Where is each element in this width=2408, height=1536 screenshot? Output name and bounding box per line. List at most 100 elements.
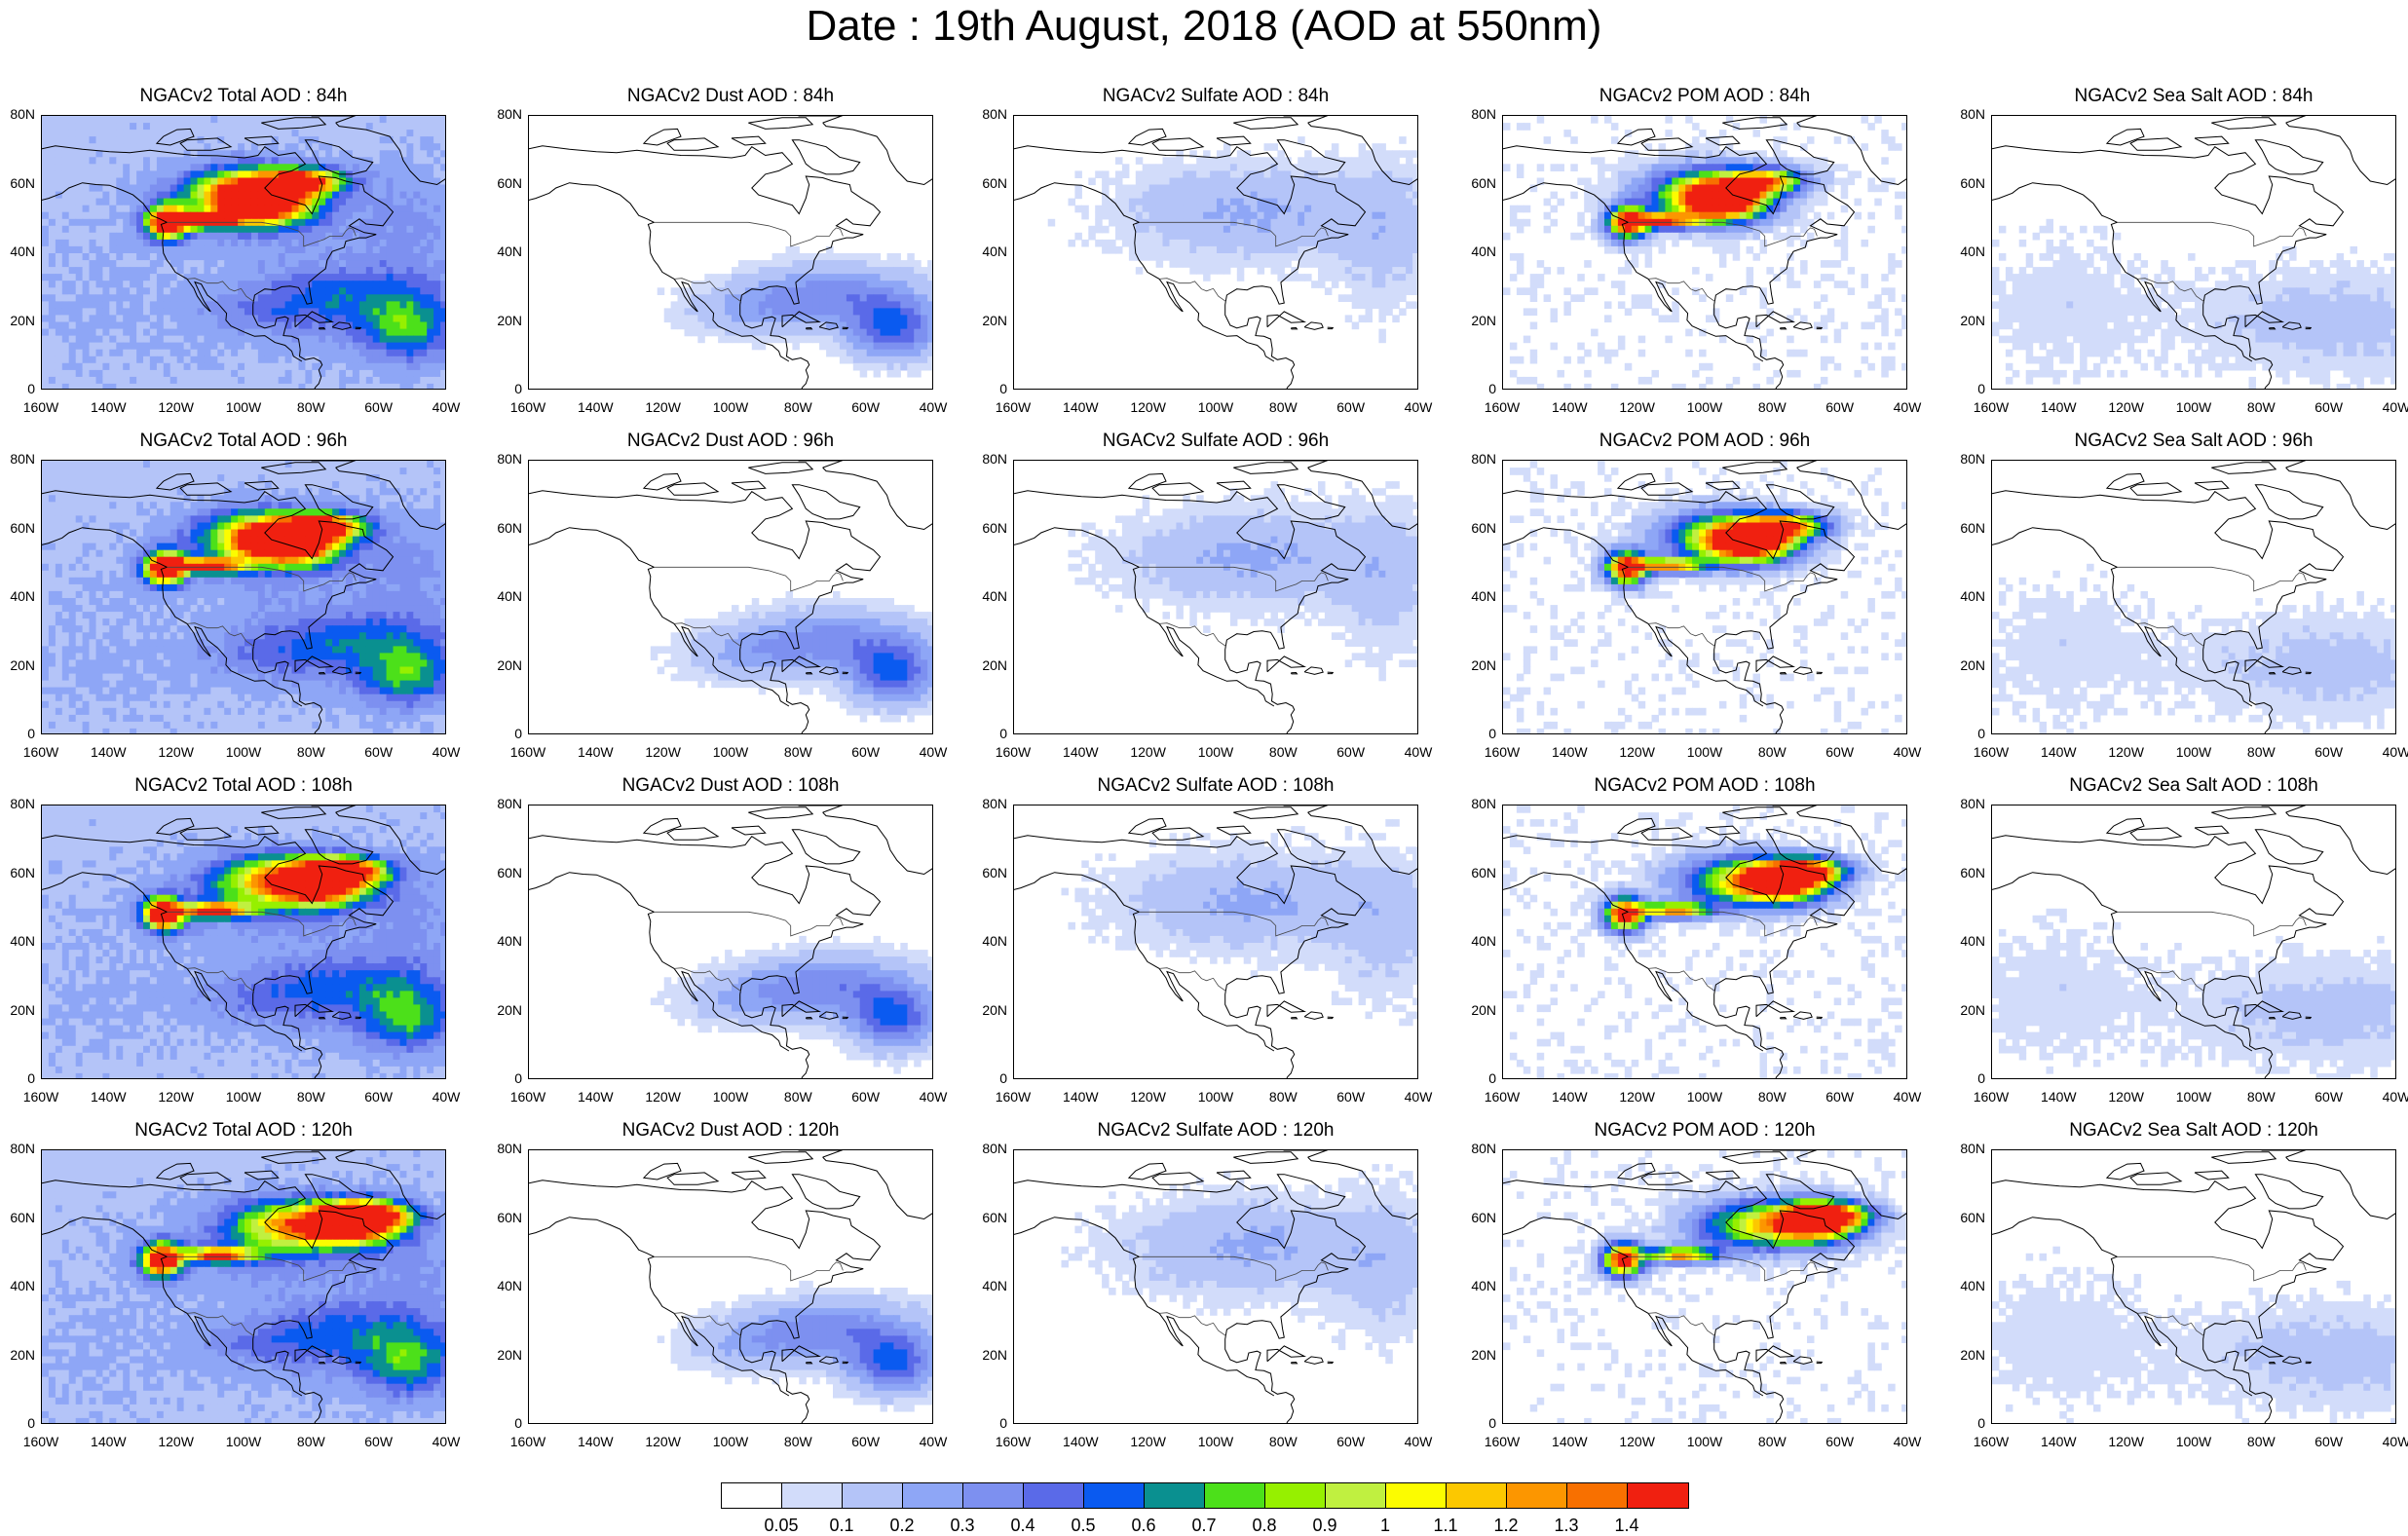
colorbar-swatch bbox=[1507, 1483, 1567, 1508]
aod-field-cells bbox=[1503, 805, 1907, 1079]
x-tick-label: 40W bbox=[909, 744, 958, 760]
x-tick-label: 160W bbox=[504, 1434, 552, 1449]
colorbar-label: 1.4 bbox=[1598, 1516, 1656, 1536]
y-tick-label: 40N bbox=[0, 588, 35, 604]
map-frame bbox=[528, 460, 933, 734]
y-tick-label: 80N bbox=[964, 1141, 1007, 1156]
x-tick-label: 80W bbox=[1748, 744, 1796, 760]
aod-field-map bbox=[1014, 116, 1418, 390]
x-tick-label: 100W bbox=[219, 1434, 268, 1449]
y-tick-label: 60N bbox=[1453, 865, 1496, 880]
map-frame bbox=[1013, 1149, 1418, 1424]
colorbar-label: 0.3 bbox=[933, 1516, 992, 1536]
aod-field-map bbox=[1014, 805, 1418, 1079]
x-tick-label: 100W bbox=[219, 744, 268, 760]
x-tick-label: 40W bbox=[422, 399, 470, 415]
x-tick-label: 80W bbox=[773, 399, 822, 415]
x-tick-label: 80W bbox=[1748, 399, 1796, 415]
colorbar-label: 0.4 bbox=[994, 1516, 1052, 1536]
x-tick-label: 160W bbox=[504, 1089, 552, 1105]
aod-field-cells bbox=[1062, 819, 1419, 1026]
y-tick-label: 60N bbox=[1942, 520, 1985, 536]
x-tick-label: 80W bbox=[1748, 1434, 1796, 1449]
x-tick-label: 120W bbox=[2102, 1089, 2151, 1105]
panel-title: NGACv2 POM AOD : 96h bbox=[1502, 431, 1907, 452]
aod-field-map bbox=[42, 805, 446, 1079]
map-frame bbox=[41, 115, 446, 390]
colorbar-swatch bbox=[1628, 1483, 1688, 1508]
aod-field-map bbox=[1992, 805, 2396, 1079]
colorbar-label: 0.1 bbox=[812, 1516, 871, 1536]
y-tick-label: 0 bbox=[479, 1415, 522, 1431]
y-tick-label: 0 bbox=[0, 1070, 35, 1086]
x-tick-label: 40W bbox=[1394, 1434, 1443, 1449]
y-tick-label: 60N bbox=[479, 520, 522, 536]
aod-field-map bbox=[529, 461, 933, 734]
y-tick-label: 20N bbox=[1942, 313, 1985, 328]
x-tick-label: 100W bbox=[219, 1089, 268, 1105]
x-tick-label: 140W bbox=[2034, 399, 2083, 415]
x-tick-label: 60W bbox=[1816, 1089, 1864, 1105]
y-tick-label: 0 bbox=[1942, 726, 1985, 741]
panel-title: NGACv2 Total AOD : 96h bbox=[41, 431, 446, 452]
y-tick-label: 0 bbox=[964, 381, 1007, 396]
x-tick-label: 140W bbox=[1545, 1434, 1594, 1449]
aod-field-cells bbox=[1503, 1150, 1907, 1424]
x-tick-label: 120W bbox=[152, 744, 201, 760]
panel-title: NGACv2 Sea Salt AOD : 108h bbox=[1991, 775, 2396, 797]
colorbar-swatch bbox=[1447, 1483, 1507, 1508]
y-tick-label: 80N bbox=[1453, 106, 1496, 122]
y-tick-label: 40N bbox=[1453, 588, 1496, 604]
colorbar-label: 0.8 bbox=[1235, 1516, 1294, 1536]
x-tick-label: 120W bbox=[152, 399, 201, 415]
panel-title: NGACv2 POM AOD : 84h bbox=[1502, 86, 1907, 107]
y-tick-label: 80N bbox=[964, 451, 1007, 467]
x-tick-label: 160W bbox=[989, 1089, 1037, 1105]
y-tick-label: 60N bbox=[0, 520, 35, 536]
aod-field-map bbox=[1014, 1150, 1418, 1424]
y-tick-label: 80N bbox=[1942, 1141, 1985, 1156]
x-tick-label: 80W bbox=[1259, 1089, 1307, 1105]
aod-field-cells bbox=[42, 805, 446, 1079]
x-tick-label: 60W bbox=[2305, 1434, 2353, 1449]
map-frame bbox=[1991, 460, 2396, 734]
x-tick-label: 160W bbox=[1967, 1089, 2015, 1105]
colorbar-swatch bbox=[1024, 1483, 1084, 1508]
y-tick-label: 80N bbox=[0, 1141, 35, 1156]
colorbar-label: 1.1 bbox=[1416, 1516, 1475, 1536]
x-tick-label: 160W bbox=[17, 1089, 65, 1105]
y-tick-label: 0 bbox=[0, 381, 35, 396]
x-tick-label: 140W bbox=[1545, 399, 1594, 415]
y-tick-label: 20N bbox=[0, 313, 35, 328]
map-frame bbox=[1013, 460, 1418, 734]
colorbar-label: 1 bbox=[1356, 1516, 1414, 1536]
y-tick-label: 60N bbox=[0, 1210, 35, 1225]
x-tick-label: 140W bbox=[84, 399, 132, 415]
panel-title: NGACv2 POM AOD : 120h bbox=[1502, 1120, 1907, 1142]
colorbar-label: 1.3 bbox=[1537, 1516, 1596, 1536]
x-tick-label: 40W bbox=[1394, 399, 1443, 415]
aod-field-cells bbox=[1992, 564, 2396, 734]
panel-title: NGACv2 Sea Salt AOD : 84h bbox=[1991, 86, 2396, 107]
x-tick-label: 100W bbox=[1191, 1089, 1240, 1105]
x-tick-label: 40W bbox=[1883, 744, 1932, 760]
y-tick-label: 60N bbox=[964, 865, 1007, 880]
y-tick-label: 80N bbox=[1942, 796, 1985, 811]
colorbar-swatch bbox=[1326, 1483, 1386, 1508]
x-tick-label: 120W bbox=[1124, 399, 1173, 415]
y-tick-label: 60N bbox=[479, 865, 522, 880]
map-frame bbox=[1502, 805, 1907, 1079]
y-tick-label: 0 bbox=[479, 381, 522, 396]
y-tick-label: 80N bbox=[0, 796, 35, 811]
map-frame bbox=[41, 1149, 446, 1424]
y-tick-label: 40N bbox=[479, 244, 522, 259]
